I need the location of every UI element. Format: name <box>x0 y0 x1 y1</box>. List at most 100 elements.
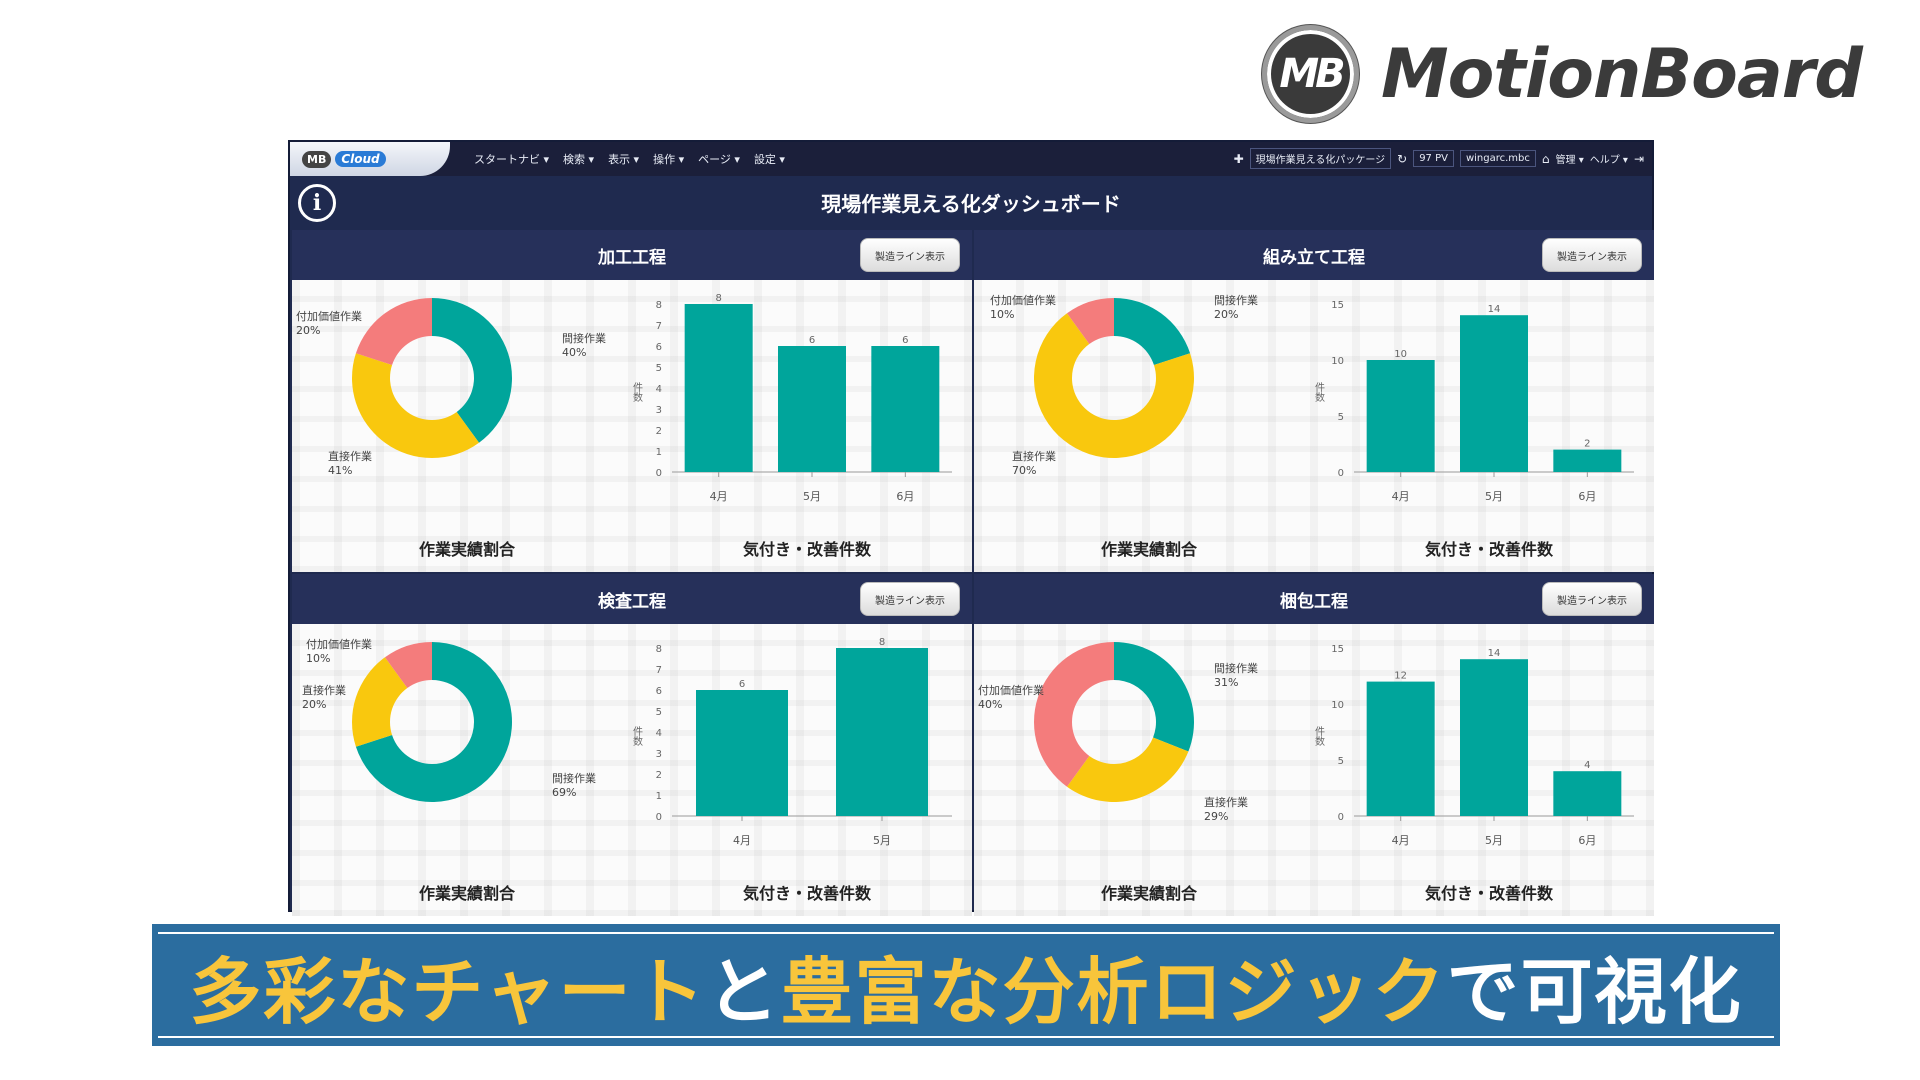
donut-slice-value: 10% <box>990 308 1014 321</box>
donut-slice[interactable] <box>1034 313 1194 458</box>
donut-slice-label: 付加価値作業 <box>990 294 1056 307</box>
package-selector[interactable]: 現場作業見える化パッケージ <box>1249 148 1392 169</box>
donut-slice[interactable] <box>432 298 512 443</box>
donut-slice-label: 間接作業 <box>552 772 596 785</box>
donut-slice-value: 69% <box>552 786 576 799</box>
info-icon[interactable]: i <box>298 184 336 222</box>
bar-value-label: 12 <box>1394 671 1407 682</box>
line-view-button[interactable]: 製造ライン表示 <box>1542 582 1642 616</box>
menu-help[interactable]: ヘルプ ▾ <box>1589 155 1628 166</box>
donut-caption: 作業実績割合 <box>418 540 515 559</box>
donut-slice-value: 31% <box>1214 676 1238 689</box>
panel-header: 梱包工程 製造ライン表示 <box>974 574 1654 624</box>
line-view-button[interactable]: 製造ライン表示 <box>860 582 960 616</box>
donut-slice[interactable] <box>1034 642 1114 787</box>
panel-header: 加工工程 製造ライン表示 <box>292 230 972 280</box>
refresh-icon[interactable]: ↻ <box>1397 151 1408 166</box>
y-tick-label: 5 <box>1338 412 1344 423</box>
bar[interactable] <box>1366 360 1435 472</box>
y-tick-label: 3 <box>656 749 662 760</box>
donut-slice-value: 20% <box>302 698 326 711</box>
menu-search[interactable]: 検索 ▾ <box>563 153 595 166</box>
bar[interactable] <box>1460 315 1528 472</box>
donut-slice-label: 付加価値作業 <box>306 638 372 651</box>
panel-title: 検査工程 <box>598 591 666 612</box>
bar[interactable] <box>836 648 928 816</box>
bar[interactable] <box>1553 771 1622 816</box>
line-view-button[interactable]: 製造ライン表示 <box>1542 238 1642 272</box>
panel-body: 間接作業 69% 直接作業 20% 付加価値作業 10% 0 1 2 3 4 5 6 7 8 件数 6 4月 8 5月… <box>292 624 972 916</box>
y-tick-label: 2 <box>656 426 662 437</box>
donut-slice-label: 直接作業 <box>1012 449 1056 463</box>
caption-banner: 多彩なチャートと豊富な分析ロジックで可視化 <box>152 924 1780 1046</box>
user-name[interactable]: wingarc.mbc <box>1459 150 1536 167</box>
bar-value-label: 6 <box>739 679 745 690</box>
donut-slice[interactable] <box>1066 298 1114 345</box>
panel-header: 検査工程 製造ライン表示 <box>292 574 972 624</box>
mb-cloud-logo[interactable]: MB Cloud <box>290 142 450 176</box>
menu-admin[interactable]: 管理 ▾ <box>1555 155 1584 166</box>
menu-settings[interactable]: 設定 ▾ <box>753 153 785 166</box>
donut-slice[interactable] <box>1114 298 1191 366</box>
donut-caption: 作業実績割合 <box>1100 884 1197 903</box>
panel-body: 間接作業 40% 直接作業 41% 付加価値作業 20% 0 1 2 3 4 5 6 7 8 件数 8 4月 6 5月… <box>292 280 972 572</box>
brand-logo: MB MotionBoard <box>1262 22 1863 126</box>
panel-header: 組み立て工程 製造ライン表示 <box>974 230 1654 280</box>
logout-icon[interactable]: ⇥ <box>1633 151 1644 166</box>
bar[interactable] <box>871 346 940 472</box>
x-tick-label: 4月 <box>1392 834 1410 847</box>
bar[interactable] <box>778 346 846 472</box>
donut-slice[interactable] <box>352 657 408 747</box>
donut-slice[interactable] <box>355 642 512 802</box>
y-tick-label: 8 <box>656 300 662 311</box>
line-view-button[interactable]: 製造ライン表示 <box>860 238 960 272</box>
donut-slice[interactable] <box>1114 642 1194 752</box>
bar-value-label: 10 <box>1394 349 1407 360</box>
y-tick-label: 6 <box>656 686 662 697</box>
banner-part-4: で可視化 <box>1446 949 1743 1034</box>
menu-view[interactable]: 表示 ▾ <box>608 153 640 166</box>
panel-packing: 梱包工程 製造ライン表示 間接作業 31% 直接作業 29% 付加価値作業 40% 0 5 10… <box>974 574 1654 916</box>
bar-value-label: 14 <box>1488 648 1501 659</box>
bar[interactable] <box>1553 449 1622 472</box>
donut-slice-label: 直接作業 <box>302 683 346 697</box>
app-window: MB Cloud スタートナビ ▾ 検索 ▾ 表示 ▾ 操作 ▾ ページ ▾ 設… <box>288 140 1654 916</box>
bar-caption: 気付き・改善件数 <box>1424 884 1553 903</box>
menu-startnavi[interactable]: スタートナビ ▾ <box>474 153 550 166</box>
bar-value-label: 6 <box>902 335 908 346</box>
bar-value-label: 4 <box>1584 760 1590 771</box>
bar-value-label: 8 <box>715 293 721 304</box>
bar[interactable] <box>684 304 753 472</box>
donut-slice[interactable] <box>384 642 432 689</box>
donut-slice-label: 間接作業 <box>1214 294 1258 307</box>
bar[interactable] <box>1366 681 1435 816</box>
donut-slice-label: 直接作業 <box>328 449 372 463</box>
donut-slice-label: 間接作業 <box>562 332 606 345</box>
menu-page[interactable]: ページ ▾ <box>698 153 740 166</box>
banner-text: 多彩なチャートと豊富な分析ロジックで可視化 <box>189 933 1742 1038</box>
donut-slice[interactable] <box>355 298 432 366</box>
y-tick-label: 7 <box>656 321 662 332</box>
menu-operation[interactable]: 操作 ▾ <box>653 153 685 166</box>
y-tick-label: 1 <box>656 791 662 802</box>
x-tick-label: 4月 <box>1392 490 1410 503</box>
donut-slice[interactable] <box>352 353 480 458</box>
puzzle-icon[interactable]: ✚ <box>1233 151 1244 166</box>
x-tick-label: 6月 <box>896 490 914 503</box>
donut-slice-label: 付加価値作業 <box>978 684 1044 697</box>
panel-title: 梱包工程 <box>1280 591 1348 612</box>
y-tick-label: 5 <box>1338 756 1344 767</box>
home-icon[interactable]: ⌂ <box>1541 151 1550 166</box>
bar[interactable] <box>696 690 788 816</box>
bar-caption: 気付き・改善件数 <box>1424 540 1553 559</box>
bar-value-label: 6 <box>809 335 815 346</box>
bar[interactable] <box>1460 659 1528 816</box>
y-tick-label: 8 <box>656 644 662 655</box>
brand-badge-icon: MB <box>1262 25 1360 123</box>
panel-inspection: 検査工程 製造ライン表示 間接作業 69% 直接作業 20% 付加価値作業 10% 0 1 2 3… <box>292 574 972 916</box>
donut-slice[interactable] <box>1066 737 1189 802</box>
banner-part-3: 豊富な分析ロジック <box>780 949 1447 1034</box>
